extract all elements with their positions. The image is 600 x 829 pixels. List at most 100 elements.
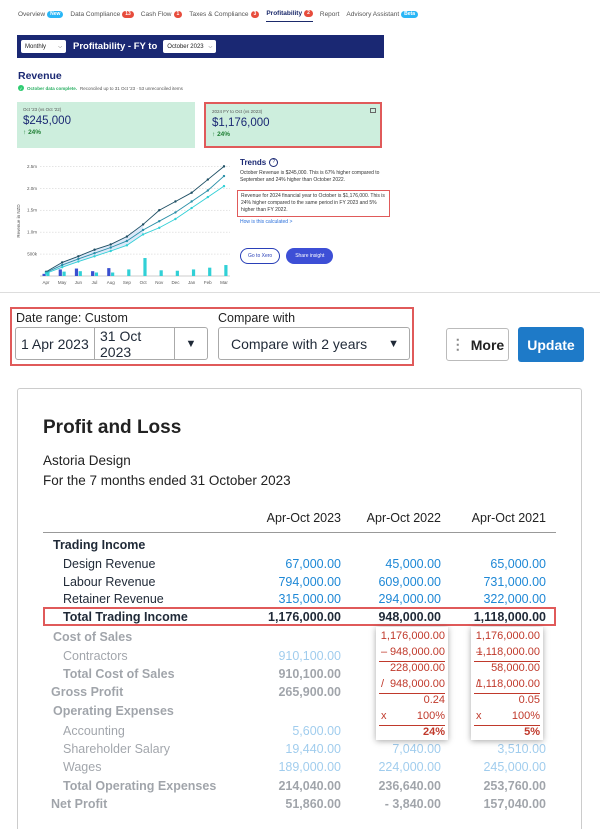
calc-value: 228,000.00 — [389, 662, 445, 674]
bar-prev — [208, 267, 212, 276]
calc-operator: / — [476, 678, 480, 690]
tab-label: Cash Flow — [140, 10, 172, 18]
calc-operator: – — [476, 646, 483, 658]
column-header: Apr-Oct 2022 — [366, 511, 441, 525]
series-point — [77, 257, 80, 261]
compare-with-select[interactable]: Compare with 2 years ▼ — [218, 327, 410, 360]
revenue-card-month[interactable]: Oct '23 (vs Oct '22) $245,000 ↑ 24% — [17, 102, 195, 148]
series-point — [174, 217, 177, 221]
row-label: Retainer Revenue — [63, 592, 164, 606]
tab-cash-flow[interactable]: Cash Flow 1 — [141, 10, 183, 22]
arrow-up-icon: ↑ — [23, 129, 27, 136]
bar-prev — [224, 265, 228, 276]
tab-taxes-compliance[interactable]: Taxes & Compliance 3 — [189, 10, 260, 22]
row-value[interactable]: 3,510.00 — [497, 742, 546, 756]
tab-advisory-assistant[interactable]: Advisory Assistant Beta — [346, 10, 418, 22]
row-value[interactable]: 19,440.00 — [285, 742, 341, 756]
row-value: 1,176,000.00 — [268, 610, 341, 624]
bar-prev — [46, 270, 50, 276]
card-change: ↑ 24% — [23, 129, 189, 136]
tab-data-compliance[interactable]: Data Compliance 13 — [70, 10, 134, 22]
month-select[interactable]: October 2023 ⌵ — [163, 40, 217, 53]
header-bar: Monthly ⌵ Profitability - FY to October … — [17, 35, 384, 58]
date-from-input[interactable]: 1 Apr 2023 — [16, 328, 95, 359]
row-value[interactable]: 5,600.00 — [292, 724, 341, 738]
report-row: Total Trading Income 1,176,000.00 948,000.… — [43, 608, 556, 626]
row-value[interactable]: 189,000.00 — [278, 760, 341, 774]
calc-line: x 100% — [379, 710, 445, 726]
row-value[interactable]: 65,000.00 — [490, 557, 546, 571]
help-icon[interactable]: ? — [269, 158, 279, 167]
series-point — [222, 165, 226, 168]
report-row: Operating Expenses — [43, 702, 556, 720]
how-calculated-link[interactable]: How is this calculated > — [240, 219, 293, 225]
series-line — [45, 185, 225, 274]
row-value[interactable]: 609,000.00 — [378, 575, 441, 589]
row-value[interactable]: 45,000.00 — [385, 557, 441, 571]
report-row: Design Revenue 67,000.00 45,000.00 65,000.0… — [43, 555, 556, 573]
calc-value: 948,000.00 — [389, 678, 445, 690]
calc-value: 0.05 — [518, 694, 540, 706]
calc-operator: – — [381, 646, 388, 658]
row-value[interactable]: 67,000.00 — [285, 557, 341, 571]
card-change-value: 24% — [28, 129, 42, 136]
series-point — [93, 255, 96, 258]
x-tick-label: Nov — [155, 280, 164, 285]
calc-value: 1,176,000.00 — [475, 630, 540, 642]
x-tick-label: Jan — [188, 280, 196, 285]
tab-badge: Beta — [401, 10, 418, 18]
report-row: Total Operating Expenses 214,040.00 236,64… — [43, 777, 556, 795]
report-period: For the 7 months ended 31 October 2023 — [43, 473, 291, 488]
tab-overview[interactable]: Overview New — [18, 10, 64, 22]
report-row: Labour Revenue 794,000.00 609,000.00 731,00… — [43, 573, 556, 591]
row-value[interactable]: 245,000.00 — [483, 760, 546, 774]
update-button[interactable]: Update — [518, 327, 584, 362]
caret-down-icon: ▼ — [185, 337, 197, 350]
arrow-up-icon: ↑ — [212, 131, 216, 138]
row-label: Net Profit — [51, 797, 108, 811]
row-value[interactable]: 731,000.00 — [483, 575, 546, 589]
page-title: Profitability - FY to — [73, 41, 158, 52]
row-value[interactable]: 910,100.00 — [278, 649, 341, 663]
row-value[interactable]: 7,040.00 — [392, 742, 441, 756]
row-value: 236,640.00 — [378, 779, 441, 793]
tab-label: Taxes & Compliance — [189, 10, 249, 18]
date-to-input[interactable]: 31 Oct 2023 — [95, 328, 175, 360]
calc-operator: x — [476, 710, 482, 722]
column-header: Apr-Oct 2023 — [266, 511, 341, 525]
share-insight-button[interactable]: Share insight — [286, 248, 334, 264]
go-to-xero-button[interactable]: Go to Xero — [240, 248, 281, 264]
more-button[interactable]: ⋮ More — [446, 328, 509, 361]
series-point — [125, 244, 129, 247]
date-range-dropdown[interactable]: ▼ — [175, 328, 207, 359]
row-value[interactable]: 315,000.00 — [278, 592, 341, 606]
row-value[interactable]: 224,000.00 — [378, 760, 441, 774]
period-select[interactable]: Monthly ⌵ — [21, 40, 66, 53]
series-point — [60, 263, 64, 267]
series-point — [190, 200, 193, 203]
card-label: Oct '23 (vs Oct '22) — [23, 107, 62, 112]
calc-value: 5% — [524, 726, 540, 738]
data-status: ✓ October data complete. Reconciled up t… — [18, 85, 183, 91]
bar-current — [42, 273, 46, 276]
y-axis-label: Revenue in NZD — [16, 204, 21, 238]
revenue-card-fy[interactable]: 2024 FY to Oct (vs 2023) $1,176,000 ↑ 24… — [204, 102, 382, 148]
row-value: 51,860.00 — [285, 797, 341, 811]
tab-report[interactable]: Report — [320, 10, 340, 22]
report-row: Accounting 5,600.00 — [43, 722, 556, 740]
series-point — [190, 191, 193, 194]
row-label: Labour Revenue — [63, 575, 156, 589]
row-value[interactable]: 794,000.00 — [278, 575, 341, 589]
tab-profitability[interactable]: Profitability 2 — [266, 10, 313, 22]
report-row: Wages 189,000.00 224,000.00 245,000.00 — [43, 758, 556, 776]
period-select-value: Monthly — [25, 43, 47, 50]
row-value[interactable]: 294,000.00 — [378, 592, 441, 606]
calc-value: 58,000.00 — [491, 662, 540, 674]
calc-line: 58,000.00 — [474, 662, 540, 677]
date-range-label: Date range: Custom — [16, 311, 128, 325]
card-change: ↑ 24% — [212, 131, 374, 138]
report-row: Retainer Revenue 315,000.00 294,000.00 322,… — [43, 590, 556, 608]
series-point — [158, 226, 161, 229]
trends-title: Trends — [240, 158, 267, 167]
row-value[interactable]: 322,000.00 — [483, 592, 546, 606]
